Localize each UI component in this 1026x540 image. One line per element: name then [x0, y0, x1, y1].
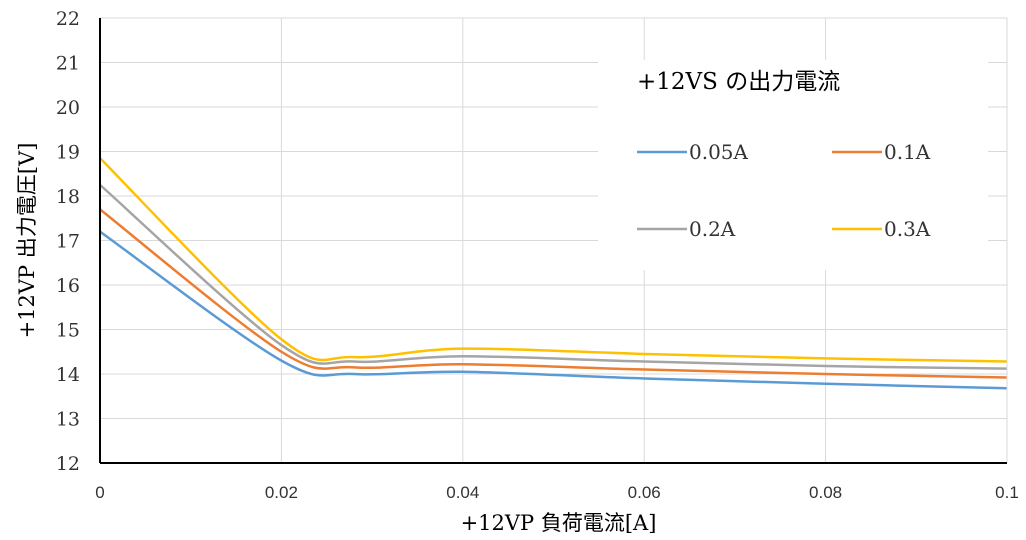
y-tick-label: 17 [56, 231, 80, 253]
y-tick-label: 20 [56, 97, 80, 119]
tick-labels: 12 13 14 15 16 17 18 19 20 21 22 0 0.02 0.04 0.06 0.08 0… [56, 8, 1019, 502]
x-tick-label: 0.08 [809, 483, 842, 502]
y-tick-label: 19 [56, 142, 80, 164]
legend-entry-label: 0.3A [884, 217, 931, 241]
series-line-0.3A [99, 157, 1008, 363]
x-tick-label: 0.04 [446, 483, 479, 502]
legend: 0.05A 0.1A 0.2A 0.3A [637, 140, 931, 241]
legend-entry-label: 0.05A [689, 140, 749, 164]
y-axis-label: +12VP 出力電圧[V] [15, 143, 39, 339]
y-tick-label: 13 [56, 409, 80, 431]
legend-title: +12VS の出力電流 [637, 69, 840, 95]
x-tick-label: 0 [95, 483, 104, 502]
series-line-0.2A [99, 183, 1008, 370]
y-tick-label: 16 [56, 275, 80, 297]
y-tick-label: 15 [56, 320, 80, 342]
y-tick-label: 12 [56, 453, 80, 475]
x-tick-label: 0.1 [995, 483, 1019, 502]
legend-background [598, 60, 988, 270]
axes [99, 17, 1008, 464]
series-lines [99, 157, 1008, 390]
legend-entry-label: 0.1A [884, 140, 931, 164]
y-tick-label: 18 [56, 186, 80, 208]
series-line-0.1A [99, 208, 1008, 379]
x-axis-label: +12VP 負荷電流[A] [461, 511, 657, 535]
legend-entry-label: 0.2A [689, 217, 736, 241]
y-tick-label: 14 [56, 364, 80, 386]
x-tick-label: 0.06 [628, 483, 661, 502]
y-tick-label: 22 [56, 8, 80, 30]
series-line-0.05A [99, 230, 1008, 390]
x-tick-label: 0.02 [265, 483, 298, 502]
y-tick-label: 21 [56, 53, 80, 75]
